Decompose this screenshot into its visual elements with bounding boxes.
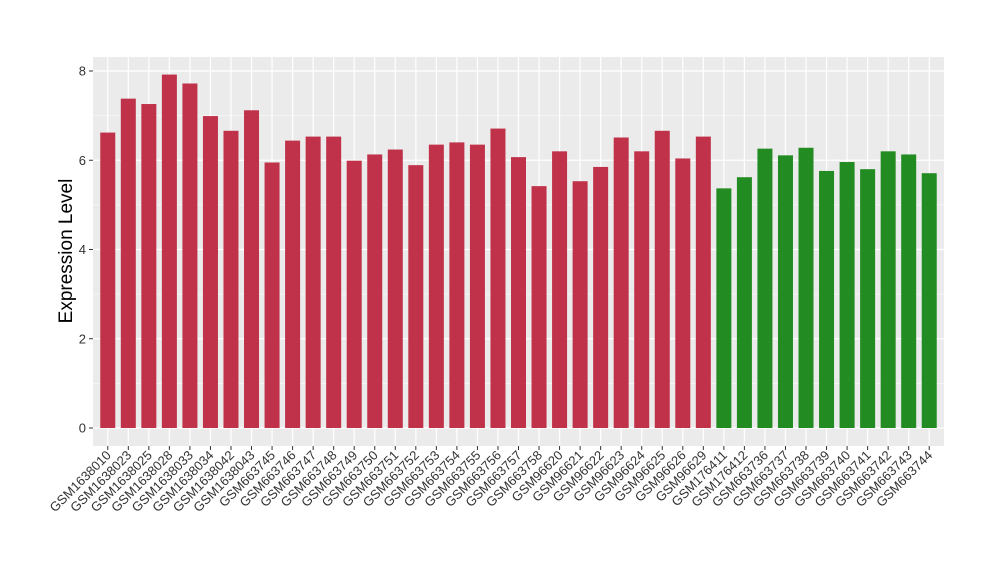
bar	[777, 155, 793, 428]
bar	[264, 162, 280, 428]
bar	[490, 128, 506, 428]
bar	[367, 154, 383, 429]
bar	[408, 165, 424, 428]
bar	[675, 158, 691, 428]
bar	[469, 144, 485, 428]
bar	[182, 83, 198, 429]
bar	[819, 170, 835, 428]
bar	[860, 169, 876, 429]
bar	[120, 98, 136, 428]
bar	[552, 151, 568, 428]
bar	[839, 162, 855, 428]
bar	[695, 136, 711, 428]
bar	[326, 136, 342, 428]
bar	[285, 140, 301, 429]
bar	[736, 177, 752, 428]
bar	[634, 151, 650, 428]
y-tick-label: 4	[79, 242, 86, 257]
bar	[716, 188, 732, 428]
bars	[100, 74, 937, 429]
bar	[654, 130, 670, 429]
bar	[428, 144, 444, 428]
bar	[757, 148, 773, 428]
bar	[223, 130, 239, 429]
bar	[346, 160, 362, 429]
y-axis-label: Expression Level	[56, 179, 77, 324]
bar	[921, 173, 937, 428]
bar	[880, 151, 896, 428]
bar	[161, 74, 177, 428]
bar	[531, 186, 547, 428]
bar	[511, 157, 526, 428]
y-tick-label: 8	[79, 64, 86, 79]
y-axis: 0 2 4 6 8	[79, 64, 93, 436]
bar	[798, 147, 814, 428]
bar	[613, 137, 629, 428]
bar	[901, 154, 917, 429]
y-tick-label: 6	[79, 153, 86, 168]
bar	[305, 136, 321, 428]
bar	[572, 181, 588, 428]
y-tick-label: 0	[79, 421, 86, 436]
bar	[244, 110, 260, 429]
bar	[202, 116, 218, 428]
x-axis: GSM1638010GSM1638023GSM1638025GSM1638028…	[47, 446, 935, 515]
y-tick-label: 2	[79, 331, 86, 346]
bar	[449, 142, 465, 428]
bar	[100, 132, 116, 428]
bar	[593, 166, 609, 428]
bar	[141, 104, 157, 429]
bar	[387, 149, 403, 429]
